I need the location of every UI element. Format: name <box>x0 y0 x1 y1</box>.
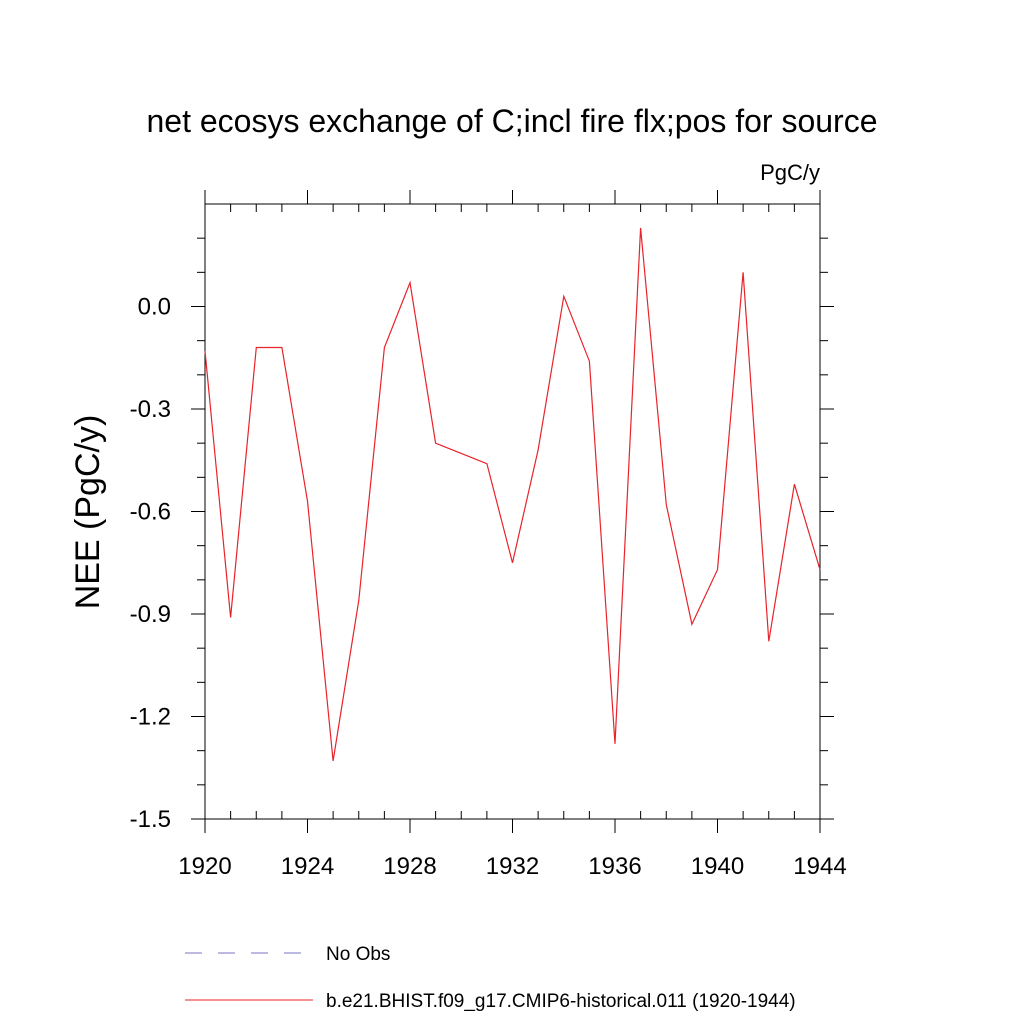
y-tick-label: -0.9 <box>130 601 171 628</box>
legend: No Obs b.e21.BHIST.f09_g17.CMIP6-histori… <box>185 944 796 1012</box>
x-axis-ticks: 1920 1924 1928 1932 1936 1940 1944 <box>178 190 847 880</box>
legend-label-no-obs: No Obs <box>326 944 390 965</box>
plot-frame <box>204 203 821 820</box>
series-line-1 <box>204 227 821 761</box>
x-tick-label: 1920 <box>178 853 231 880</box>
legend-label-model: b.e21.BHIST.f09_g17.CMIP6-historical.011… <box>326 991 796 1012</box>
y-axis-label: NEE (PgC/y) <box>69 415 107 610</box>
y-tick-label: -0.6 <box>130 499 171 526</box>
x-tick-label: 1928 <box>383 853 436 880</box>
minor-ticks <box>197 204 828 819</box>
x-tick-label: 1944 <box>793 853 846 880</box>
x-tick-label: 1940 <box>691 853 744 880</box>
y-tick-label: -0.3 <box>130 396 171 423</box>
y-axis-ticks: 0.0 -0.3 -0.6 -0.9 -1.2 -1.5 <box>130 294 834 833</box>
x-tick-label: 1932 <box>486 853 539 880</box>
y-tick-label: -1.5 <box>130 806 171 833</box>
series-layer <box>204 227 821 761</box>
units-label: PgC/y <box>760 160 820 185</box>
plot-area: 1920 1924 1928 1932 1936 1940 1944 0.0 -0.3 -0.6… <box>130 190 847 880</box>
x-tick-label: 1924 <box>281 853 334 880</box>
chart-title: net ecosys exchange of C;incl fire flx;p… <box>146 103 877 139</box>
x-tick-label: 1936 <box>588 853 641 880</box>
y-tick-label: 0.0 <box>138 294 171 321</box>
y-tick-label: -1.2 <box>130 704 171 731</box>
